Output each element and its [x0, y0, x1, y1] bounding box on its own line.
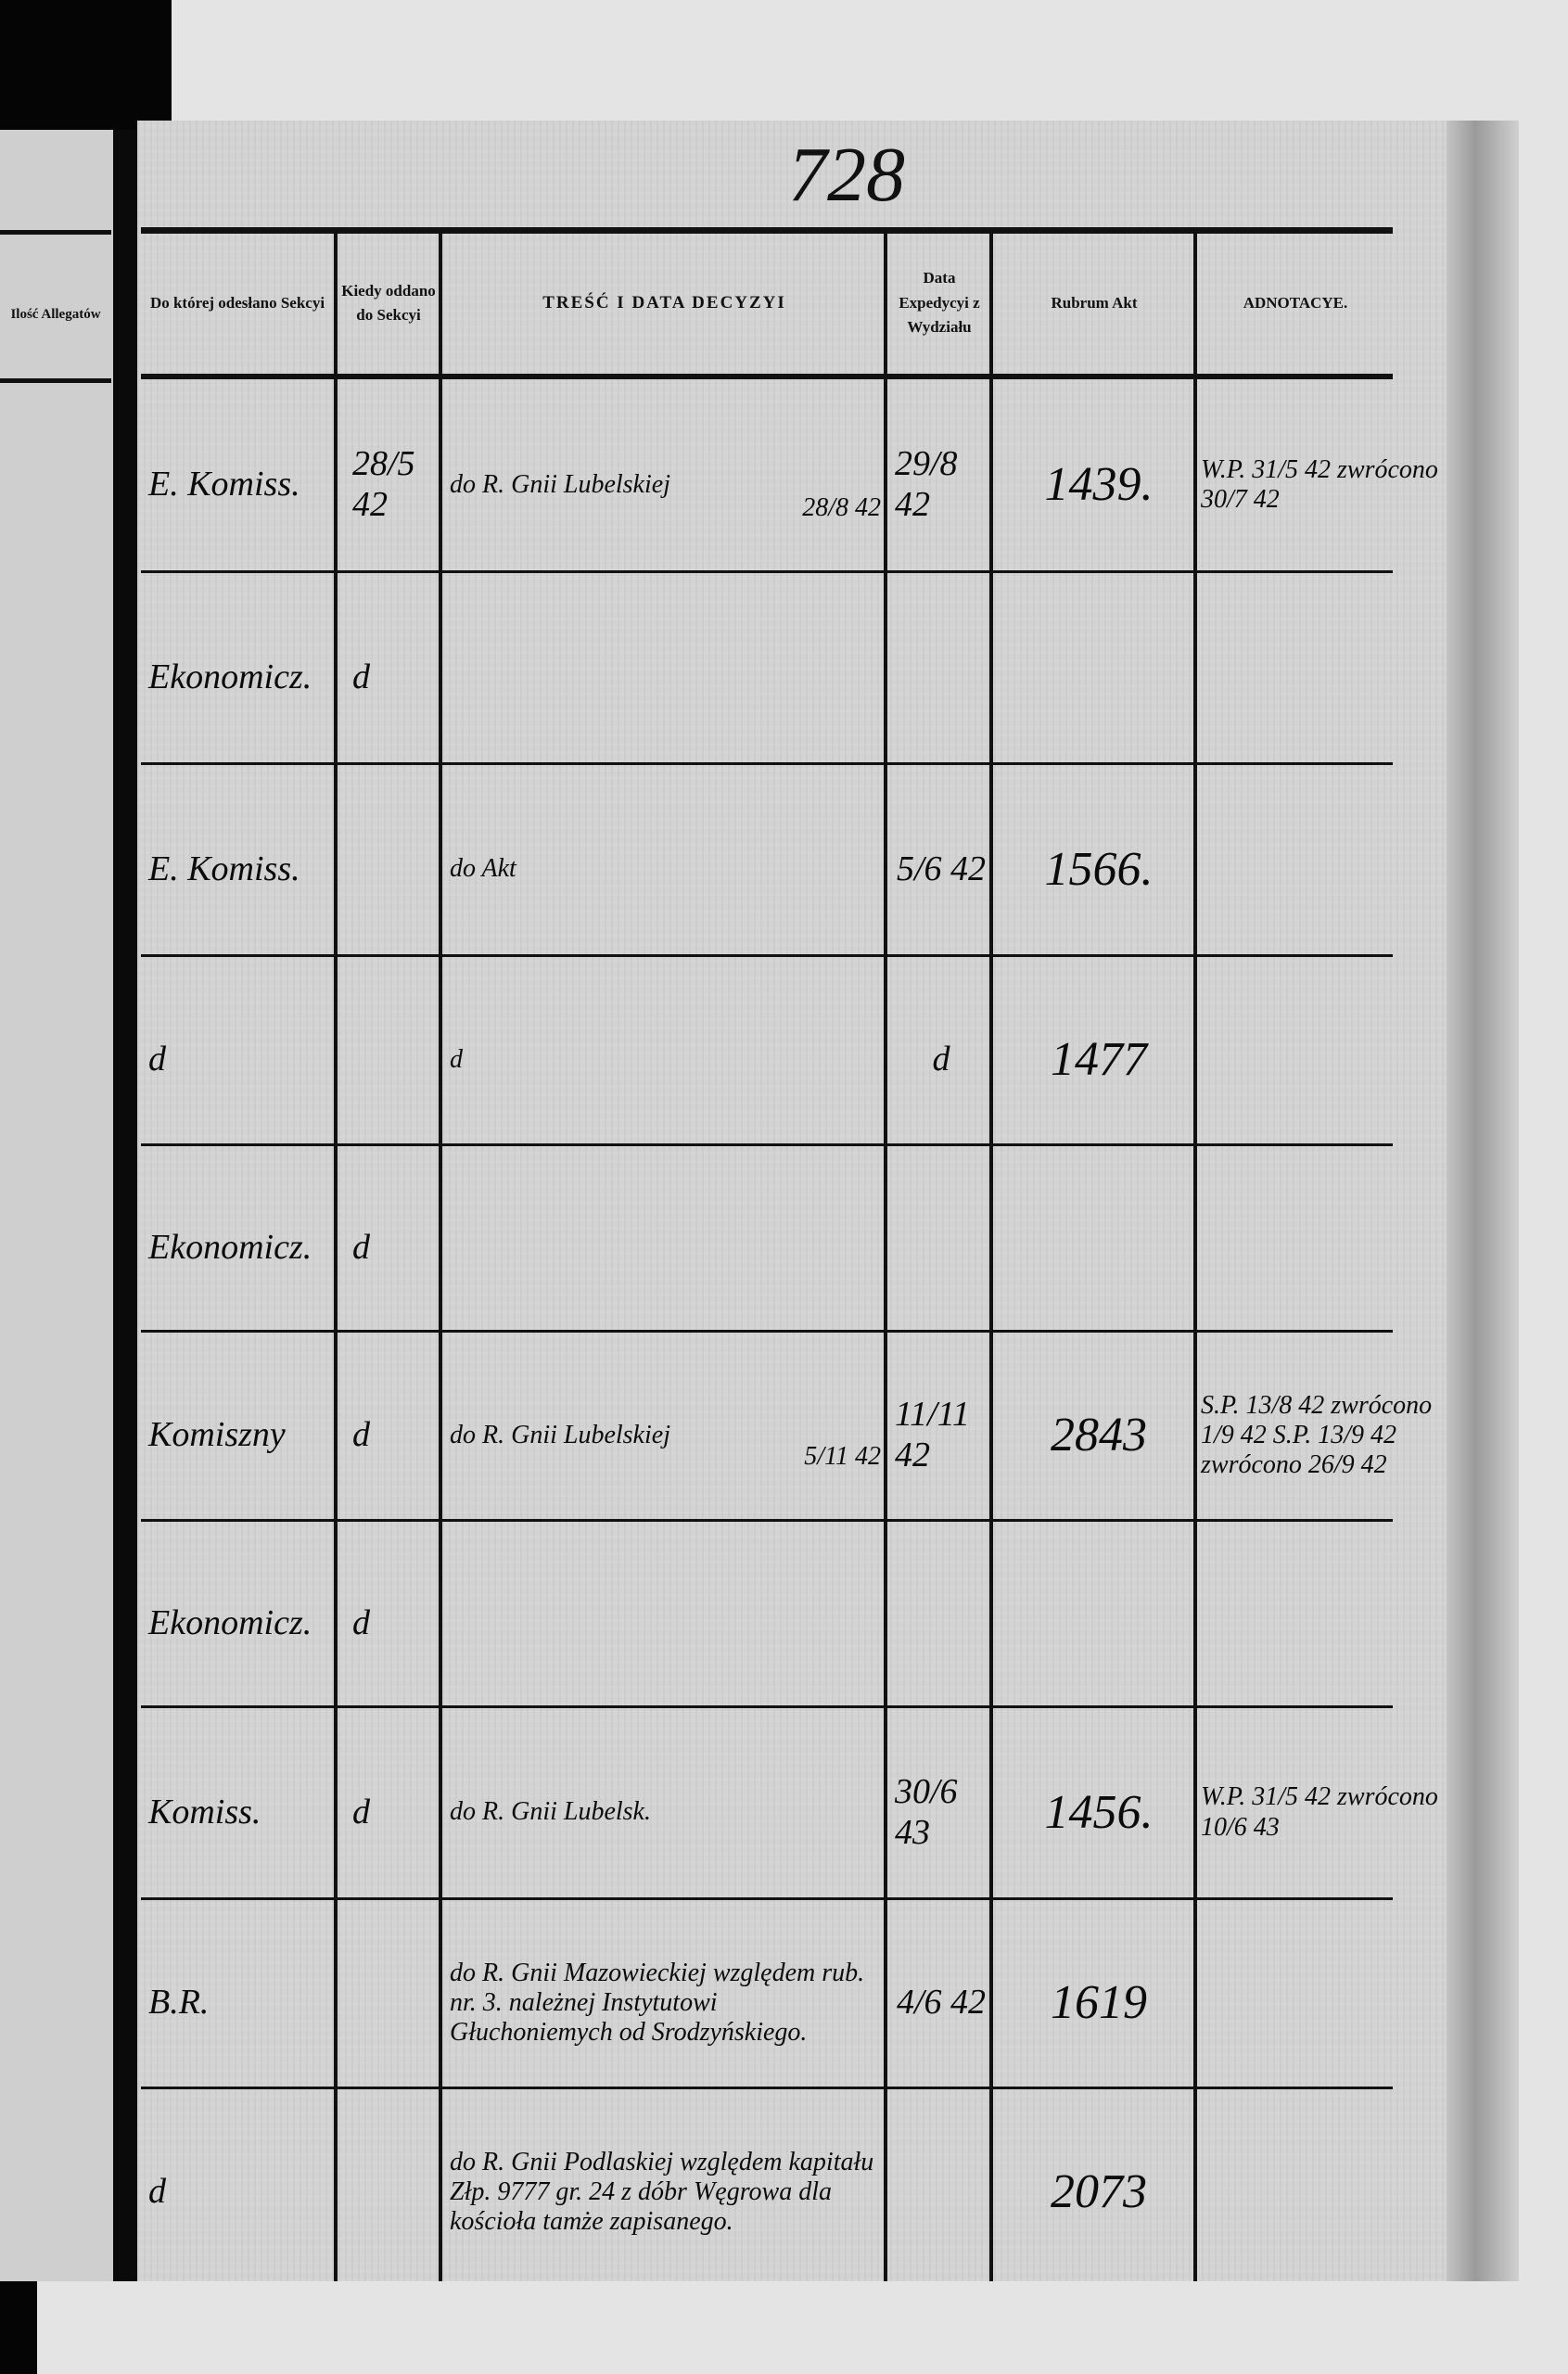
- cell-notes: [1201, 1922, 1442, 2084]
- cell-content: do R. Gnii Lubelsk.: [450, 1797, 651, 1827]
- cell-dispatch: 11/11 42: [895, 1395, 970, 1474]
- header-department: Do której odesłano Sekcyi: [149, 293, 325, 312]
- cell-rubrum: [1011, 1168, 1187, 1327]
- cell-content: do R. Gnii Podlaskiej względem kapitału …: [450, 2147, 874, 2237]
- cell-content: d: [450, 1044, 463, 1074]
- cell-department: B.R.: [148, 1983, 210, 2023]
- cell-notes: [1201, 979, 1442, 1141]
- cell-notes: [1201, 1544, 1442, 1703]
- cell-department: Komiss.: [148, 1792, 261, 1832]
- cell-content: [450, 1168, 881, 1327]
- row-rule: [141, 2087, 1393, 2089]
- cell-dispatch: 4/6 42: [896, 1983, 987, 2023]
- cell-department: Ekonomicz.: [148, 1602, 312, 1642]
- cell-dispatch: [895, 1168, 988, 1327]
- cell-content: do R. Gnii Mazowieckiej względem rub. nr…: [450, 1958, 865, 2048]
- cell-notes: W.P. 31/5 42 zwrócono 30/7 42: [1201, 454, 1438, 514]
- cell-content: do R. Gnii Lubelskiej: [450, 1420, 670, 1449]
- cell-notes: S.P. 13/8 42 zwrócono 1/9 42 S.P. 13/9 4…: [1201, 1390, 1433, 1480]
- cell-when: d: [352, 1227, 370, 1267]
- cell-content: [450, 595, 881, 759]
- header-top-rule: [141, 227, 1393, 234]
- cell-rubrum: [1011, 595, 1187, 759]
- cell-department: E. Komiss.: [148, 465, 300, 504]
- header-annotations: ADNOTACYE.: [1243, 293, 1348, 312]
- cell-department: Komiszny: [148, 1415, 286, 1455]
- scan-border-top: [0, 0, 172, 139]
- cell-rubrum: 1456.: [1044, 1785, 1154, 1839]
- cell-content-date: 28/8 42: [802, 493, 881, 522]
- column-rule: [884, 227, 887, 2281]
- cell-content: do Akt: [450, 854, 516, 884]
- cell-content-date: 5/11 42: [804, 1442, 881, 1471]
- header-content: TREŚĆ I DATA DECYZYI: [542, 293, 786, 313]
- row-rule: [141, 1519, 1393, 1522]
- cell-rubrum: 1477: [1051, 1033, 1147, 1087]
- cell-dispatch: [895, 1544, 988, 1703]
- left-header-allegatow: Ilość Allegatów: [10, 307, 101, 323]
- cell-dispatch: 30/6 43: [895, 1771, 958, 1852]
- cell-dispatch: 5/6 42: [896, 849, 987, 888]
- cell-department: d: [148, 2172, 166, 2212]
- row-rule: [141, 1330, 1393, 1333]
- cell-when: [352, 2112, 436, 2273]
- row-rule: [141, 1705, 1393, 1708]
- header-dispatch-date: Data Expedycyi z Wydziału: [899, 269, 980, 337]
- cell-content: [450, 1544, 881, 1703]
- cell-when: [352, 979, 436, 1141]
- cell-when: d: [352, 1602, 370, 1642]
- cell-dispatch: [895, 595, 988, 759]
- cell-dispatch: 29/8 42: [895, 444, 958, 524]
- page-edge: [1447, 121, 1519, 2281]
- cell-when: d: [352, 1792, 370, 1832]
- cell-notes: [1201, 595, 1442, 759]
- cell-when: d: [352, 1415, 370, 1455]
- cell-rubrum: 1439.: [1044, 458, 1154, 512]
- book-spine: [113, 130, 141, 2281]
- row-rule: [141, 1897, 1393, 1900]
- column-rule: [334, 227, 338, 2281]
- cell-when: [352, 787, 436, 951]
- scan-border-bottom: [0, 2272, 37, 2374]
- cell-when: 28/5 42: [352, 444, 415, 524]
- cell-dispatch: [895, 2112, 988, 2273]
- column-rule: [439, 227, 442, 2281]
- header-bottom-rule: [141, 374, 1393, 379]
- cell-rubrum: 2843: [1051, 1409, 1147, 1462]
- register-page: [137, 121, 1514, 2281]
- row-rule: [141, 762, 1393, 765]
- column-rule: [989, 227, 993, 2281]
- column-rule: [1193, 227, 1197, 2281]
- cell-rubrum: 2073: [1051, 2165, 1147, 2219]
- cell-rubrum: 1619: [1051, 1976, 1147, 2030]
- row-rule: [141, 1143, 1393, 1146]
- cell-notes: W.P. 31/5 42 zwrócono 10/6 43: [1201, 1782, 1438, 1842]
- cell-dispatch: d: [932, 1040, 950, 1079]
- cell-notes: [1201, 1168, 1442, 1327]
- cell-content: do R. Gnii Lubelskiej: [450, 469, 670, 499]
- cell-notes: [1201, 787, 1442, 951]
- cell-when: d: [352, 657, 370, 696]
- row-rule: [141, 570, 1393, 573]
- left-page-fragment: Ilość Allegatów: [0, 130, 116, 2281]
- header-when-given: Kiedy oddano do Sekcyi: [341, 281, 436, 324]
- cell-notes: [1201, 2112, 1442, 2273]
- cell-department: E. Komiss.: [148, 849, 300, 888]
- row-rule: [141, 954, 1393, 957]
- cell-department: d: [148, 1040, 166, 1079]
- cell-when: [352, 1922, 436, 2084]
- cell-rubrum: 1566.: [1044, 842, 1154, 896]
- page-number: 728: [788, 132, 905, 218]
- cell-department: Ekonomicz.: [148, 1227, 312, 1267]
- header-rubrum: Rubrum Akt: [1051, 293, 1138, 312]
- cell-department: Ekonomicz.: [148, 657, 312, 696]
- cell-rubrum: [1011, 1544, 1187, 1703]
